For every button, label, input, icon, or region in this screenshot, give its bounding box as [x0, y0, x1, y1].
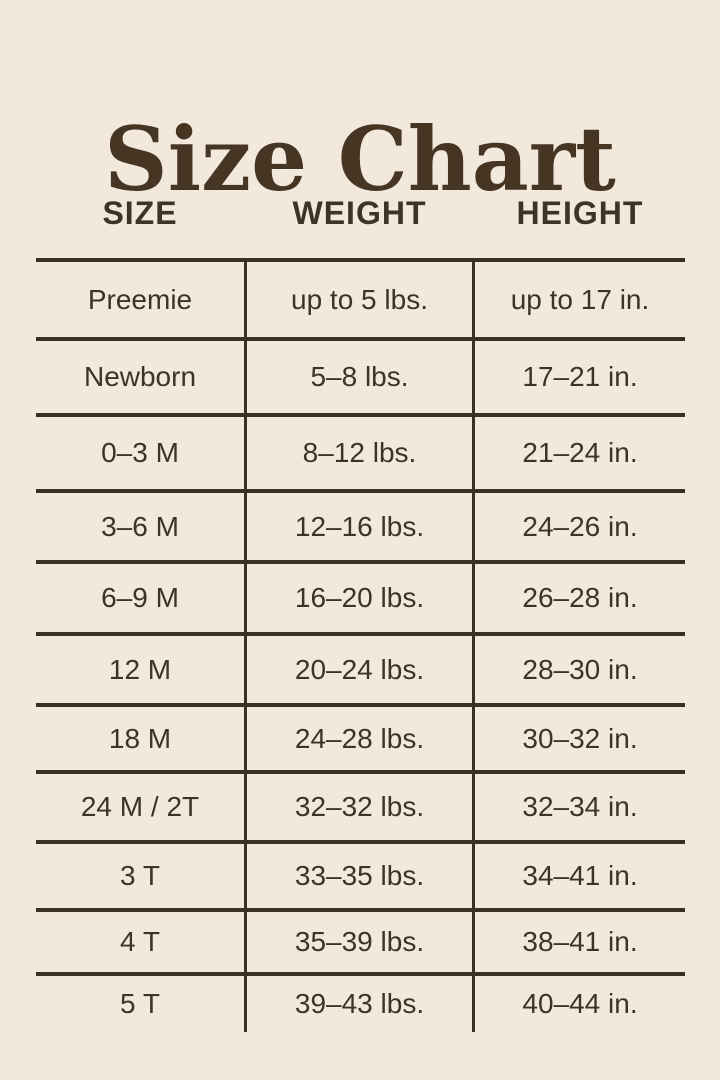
table-cell: 21–24 in. — [522, 437, 638, 468]
table-cell: 4 T — [120, 926, 160, 957]
table-cell: 17–21 in. — [522, 361, 638, 392]
table-cell: 39–43 lbs. — [244, 976, 475, 1032]
table-cell: 24–28 lbs. — [244, 707, 475, 770]
table-cell: 32–34 in. — [522, 791, 638, 822]
table-cell: Preemie — [87, 283, 193, 315]
table-cell: 32–32 lbs. — [244, 774, 475, 840]
table-cell: 38–41 in. — [522, 926, 638, 957]
table-row: 0–3 M 8–12 lbs. 21–24 in. — [36, 413, 685, 489]
table-cell: 12–16 lbs. — [244, 493, 475, 560]
table-row: Newborn 5–8 lbs. 17–21 in. — [36, 337, 685, 413]
table-cell: 18 M — [108, 722, 172, 754]
table-cell: 3 T — [120, 860, 160, 891]
table-row: 3–6 M 12–16 lbs. 24–26 in. — [36, 489, 685, 560]
table-row: 3 T 33–35 lbs. 34–41 in. — [36, 840, 685, 908]
table-cell: 35–39 lbs. — [244, 912, 475, 972]
column-header-height: HEIGHT — [516, 194, 644, 231]
table-cell: 24 M / 2T — [80, 791, 200, 822]
table-cell: 30–32 in. — [522, 722, 638, 754]
table-cell: 24–26 in. — [522, 510, 638, 542]
table-cell: up to 5 lbs. — [244, 262, 475, 337]
table-row: 12 M 20–24 lbs. 28–30 in. — [36, 632, 685, 703]
table-cell: Newborn — [83, 361, 197, 392]
table-row: 5 T 39–43 lbs. 40–44 in. — [36, 972, 685, 1032]
table-row: 24 M / 2T 32–32 lbs. 32–34 in. — [36, 770, 685, 840]
table-cell: 8–12 lbs. — [244, 417, 475, 489]
table-cell: 5 T — [120, 988, 160, 1019]
table-cell: 12 M — [108, 653, 172, 685]
table-row: 4 T 35–39 lbs. 38–41 in. — [36, 908, 685, 972]
table-cell: 26–28 in. — [522, 582, 638, 613]
table-header-row: SIZE WEIGHT HEIGHT — [36, 190, 685, 236]
table-cell: 40–44 in. — [522, 988, 638, 1019]
table-cell: 5–8 lbs. — [244, 341, 475, 413]
column-header-weight: WEIGHT — [292, 194, 427, 231]
table-cell: 6–9 M — [101, 582, 179, 613]
table-cell: up to 17 in. — [510, 283, 650, 315]
table-row: 6–9 M 16–20 lbs. 26–28 in. — [36, 560, 685, 632]
table-cell: 20–24 lbs. — [244, 636, 475, 703]
table-row: Preemie up to 5 lbs. up to 17 in. — [36, 258, 685, 337]
size-table: Preemie up to 5 lbs. up to 17 in. Newborn 5–… — [36, 258, 685, 1032]
page-title: Size Chart — [104, 106, 616, 211]
table-cell: 16–20 lbs. — [244, 564, 475, 632]
table-cell: 34–41 in. — [522, 860, 638, 891]
table-cell: 33–35 lbs. — [244, 844, 475, 908]
table-cell: 0–3 M — [101, 437, 179, 468]
table-cell: 3–6 M — [101, 510, 179, 542]
table-cell: 28–30 in. — [522, 653, 638, 685]
column-header-size: SIZE — [102, 194, 178, 231]
table-row: 18 M 24–28 lbs. 30–32 in. — [36, 703, 685, 770]
